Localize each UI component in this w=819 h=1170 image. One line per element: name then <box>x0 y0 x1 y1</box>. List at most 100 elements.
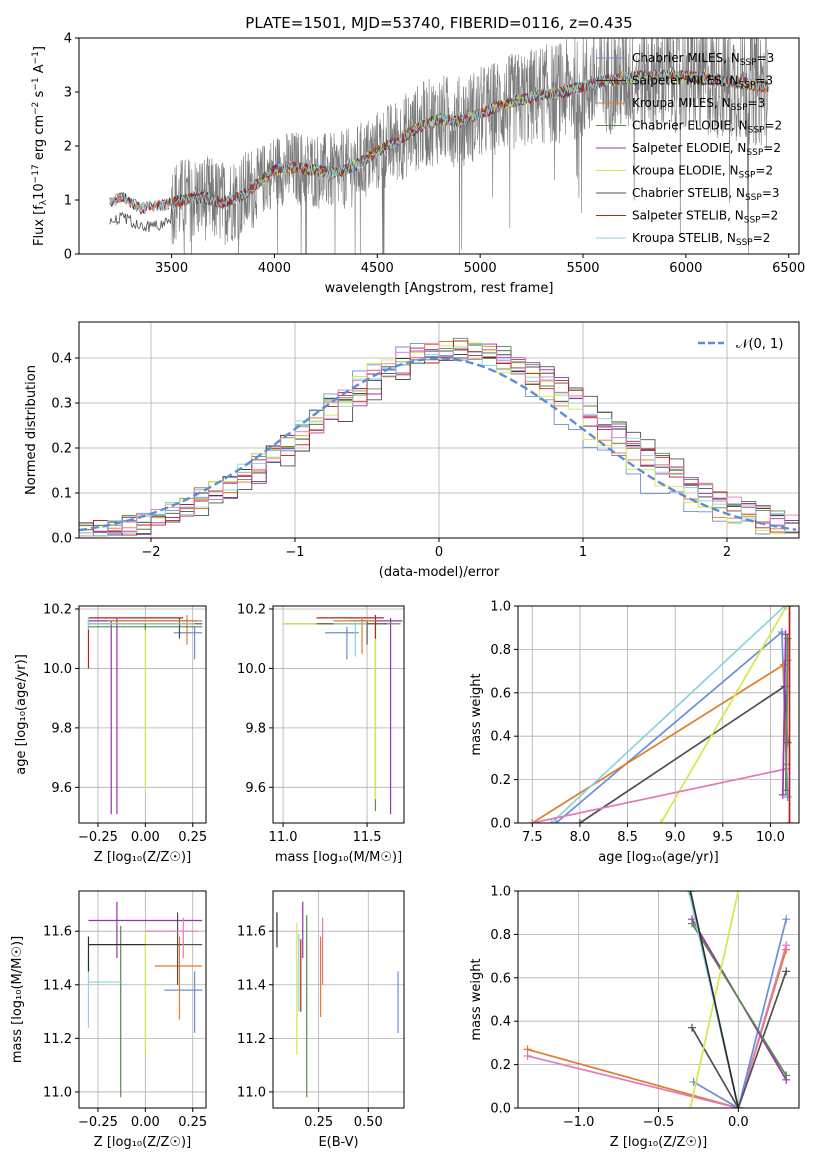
y-label-part: −1 <box>31 77 41 90</box>
y-tick-label: 11.0 <box>43 1085 72 1100</box>
model-salpeter-stelib <box>109 69 769 215</box>
y-tick-label: 1.0 <box>490 600 511 615</box>
series-marker <box>781 630 790 639</box>
y-axis-label: Flux [fλ10−17 erg cm−2 s−1 A−1] <box>31 46 49 246</box>
y-axis-label: mass weight <box>469 673 484 755</box>
axes-frame <box>78 605 207 824</box>
x-axis-label: Z [log₁₀(Z/Z☉)] <box>94 1135 191 1150</box>
errorbar-point <box>333 620 368 657</box>
x-tick-label: 0.0 <box>728 1115 749 1130</box>
errorbar-point <box>87 936 146 972</box>
y-tick-label: 0.8 <box>490 928 511 943</box>
y-tick-label: 11.6 <box>43 925 72 940</box>
y-tick-label: 11.2 <box>237 1032 266 1047</box>
x-axis-label: (data-model)/error <box>379 565 500 580</box>
y-tick-label: 11.4 <box>237 978 266 993</box>
plot-area-mass_vs_ebv <box>273 891 404 1108</box>
y-tick-label: 10.0 <box>237 662 266 677</box>
y-tick-label: 0.4 <box>51 352 72 367</box>
x-tick-label: −1.0 <box>563 1115 595 1130</box>
y-tick-label: 0.8 <box>490 643 511 658</box>
series-marker <box>734 1104 743 1108</box>
errorbar-point <box>325 626 359 660</box>
y-tick-label: 10.0 <box>43 662 72 677</box>
series-marker <box>778 790 787 799</box>
y-tick-label: 0.4 <box>490 1015 511 1030</box>
series-line <box>550 606 786 823</box>
plot-area-massweight_vs_Z <box>518 891 799 1108</box>
x-tick-label: 9.0 <box>665 830 686 845</box>
series-marker <box>688 1023 697 1032</box>
chart-massweight_vs_Z: −1.0 −0.5 0.0 0.0 0.2 0.4 0.6 0.8 1.0 Z [log₁₀(Z/… <box>469 885 800 1150</box>
x-axis-label: age [log₁₀(age/yr)] <box>598 850 719 865</box>
plot-area-age_vs_mass <box>273 606 404 823</box>
series-line <box>555 630 789 823</box>
errorbar-point <box>350 617 403 815</box>
y-tick-label: 2 <box>64 140 72 155</box>
legend-entry: Kroupa STELIB, NSSP=2 <box>632 231 770 248</box>
y-tick-label: 0.0 <box>51 532 72 547</box>
legend: 𝒩(0, 1) <box>698 337 783 352</box>
series-line <box>784 638 789 791</box>
x-tick-label: −0.25 <box>78 830 118 845</box>
legend-entry: Chabrier STELIB, NSSP=3 <box>632 186 780 203</box>
x-tick-label: 0.00 <box>131 1115 160 1130</box>
x-tick-label: 0.00 <box>131 830 160 845</box>
chart-residuals: −2 −1 0 1 2 0.0 0.1 0.2 0.3 0.4 (data-model)/error… <box>24 321 800 580</box>
y-tick-label: 3 <box>64 86 72 101</box>
y-tick-label: 4 <box>64 32 72 47</box>
y-tick-label: 0.0 <box>490 817 511 832</box>
y-tick-label: 10.2 <box>237 602 266 617</box>
plot-area-mass_vs_Z <box>79 891 206 1108</box>
x-axis-label: Z [log₁₀(Z/Z☉)] <box>610 1135 707 1150</box>
y-tick-label: 0.4 <box>490 730 511 745</box>
series-marker <box>686 891 695 895</box>
series-marker <box>547 819 556 823</box>
x-tick-label: 10.0 <box>756 830 785 845</box>
y-tick-label: 11.4 <box>43 978 72 993</box>
series-marker <box>785 606 794 610</box>
x-tick-label: 4500 <box>361 261 394 276</box>
series-line <box>531 663 788 823</box>
series-marker <box>575 819 584 823</box>
legend-entry: 𝒩(0, 1) <box>736 337 783 352</box>
model-kroupa-stelib <box>109 68 769 214</box>
series-marker <box>781 786 790 795</box>
errorbar-point <box>87 617 195 630</box>
legend-entry: Kroupa MILES, NSSP=3 <box>632 96 765 113</box>
x-tick-label: 5000 <box>464 261 497 276</box>
legend-entry: Salpeter STELIB, NSSP=2 <box>632 209 778 226</box>
x-tick-label: 9.5 <box>712 830 733 845</box>
errorbar-point <box>88 620 195 791</box>
chart-mass_vs_Z: −0.25 0.00 0.25 11.0 11.2 11.4 11.6 Z [log₁₀(Z/… <box>10 890 207 1150</box>
x-tick-label: 8.5 <box>617 830 638 845</box>
legend-entry: Chabrier MILES, NSSP=3 <box>632 51 774 68</box>
errorbar-point <box>154 936 203 1020</box>
axes-frame <box>78 890 207 1109</box>
legend-entry: Kroupa ELODIE, NSSP=2 <box>632 164 773 181</box>
x-tick-label: 0.25 <box>178 830 207 845</box>
y-label-part: s <box>32 90 47 101</box>
x-axis-label: E(B-V) <box>318 1135 358 1150</box>
x-tick-label: −2 <box>141 545 160 560</box>
x-tick-label: 1 <box>579 545 587 560</box>
errorbar-point <box>283 620 384 800</box>
errorbar-point <box>88 620 188 815</box>
axes-frame <box>517 605 800 824</box>
series-marker <box>523 1051 532 1060</box>
legend-entry: Chabrier ELODIE, NSSP=2 <box>632 119 782 136</box>
errorbar-point <box>145 917 199 958</box>
x-tick-label: 5500 <box>566 261 599 276</box>
axes-frame <box>272 605 405 824</box>
y-label-part: −2 <box>31 102 41 115</box>
series-marker <box>785 819 794 823</box>
series-marker <box>782 915 791 924</box>
errorbar-point <box>316 614 384 639</box>
y-tick-label: 9.8 <box>245 721 266 736</box>
plot-area-massweight_vs_age <box>518 606 799 823</box>
errorbar-point <box>88 623 203 630</box>
legend: Chabrier MILES, NSSP=3 Salpeter MILES, NS… <box>596 51 782 248</box>
y-tick-label: 0.6 <box>490 686 511 701</box>
series-line <box>691 971 788 1108</box>
